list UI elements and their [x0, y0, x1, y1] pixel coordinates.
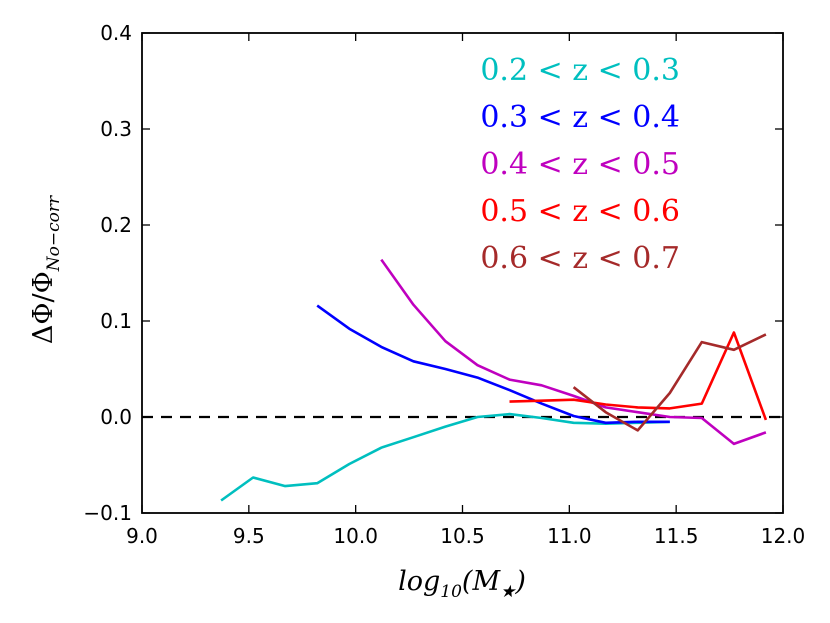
y-tick-label: 0.2: [100, 213, 132, 237]
x-axis-label: log10(M★): [398, 566, 526, 602]
y-axis-label: ΔΦ/ΦNo−corr: [28, 195, 64, 344]
plot-area: [142, 33, 783, 513]
series-layer: [220, 258, 768, 502]
x-tick-label: 11.0: [547, 524, 592, 548]
x-tick-label: 10.0: [333, 524, 378, 548]
y-tick-label: 0.0: [100, 405, 132, 429]
x-axis: 9.0 9.5 10.0 10.5 11.0 11.5 12.0: [126, 33, 805, 548]
series-line-3: [380, 258, 767, 446]
y-tick-label: 0.1: [100, 309, 132, 333]
legend-entry-5: 0.6 < z < 0.7: [480, 241, 680, 276]
series-line-5: [572, 333, 767, 432]
y-axis: −0.1 0.0 0.1 0.2 0.3 0.4: [83, 21, 783, 525]
x-tick-label: 12.0: [761, 524, 806, 548]
y-tick-label: −0.1: [83, 501, 132, 525]
x-tick-label: 10.5: [440, 524, 485, 548]
legend-entry-4: 0.5 < z < 0.6: [480, 194, 680, 229]
legend-entry-3: 0.4 < z < 0.5: [480, 147, 680, 182]
x-tick-label: 9.0: [126, 524, 158, 548]
legend-entry-1: 0.2 < z < 0.3: [480, 53, 680, 88]
series-line-2: [316, 304, 670, 425]
y-tick-label: 0.4: [100, 21, 132, 45]
y-tick-label: 0.3: [100, 117, 132, 141]
legend-entry-2: 0.3 < z < 0.4: [480, 100, 680, 135]
series-line-4: [509, 331, 768, 421]
series-line-1: [220, 412, 670, 502]
x-tick-label: 11.5: [654, 524, 699, 548]
x-tick-label: 9.5: [233, 524, 265, 548]
legend: 0.2 < z < 0.3 0.3 < z < 0.4 0.4 < z < 0.5 0…: [480, 53, 680, 276]
